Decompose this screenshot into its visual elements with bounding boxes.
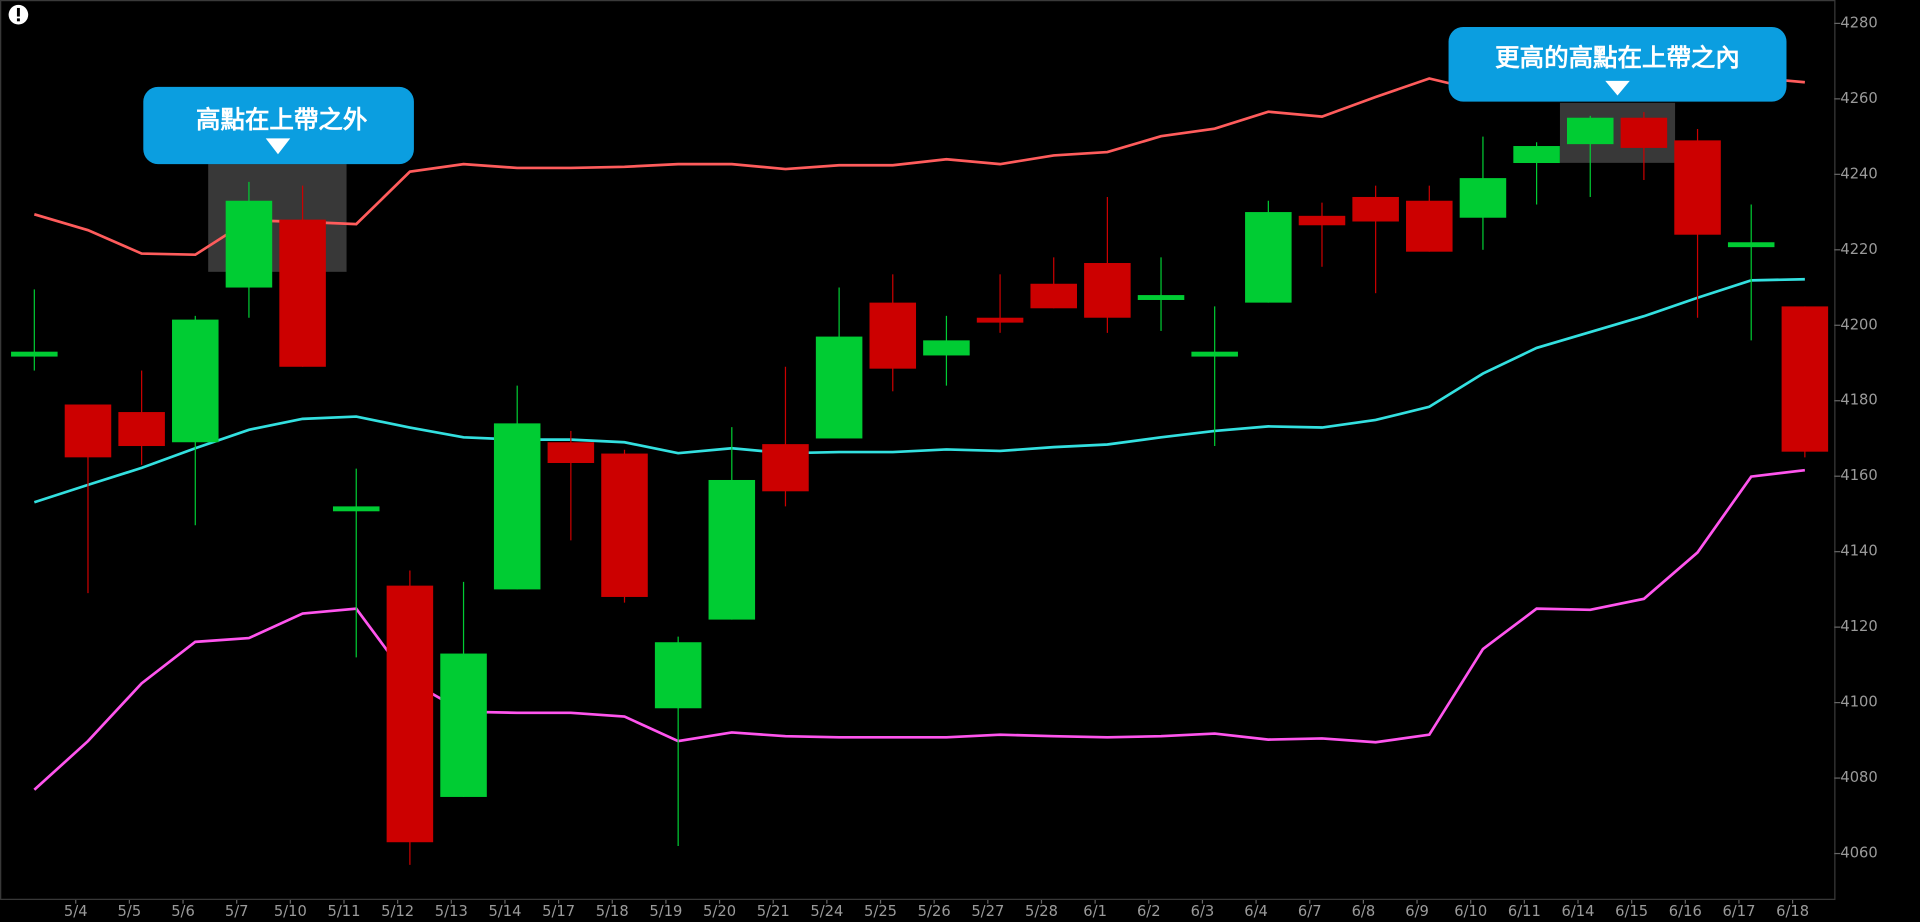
candle-body [332,506,380,512]
alert-icon [8,4,29,25]
callout: 高點在上帶之外 [143,86,414,165]
y-tick-label: 4060 [1840,845,1877,862]
x-tick-label: 5/24 [810,903,843,920]
candle-body [279,219,326,367]
candle-body [869,302,917,369]
x-tick-label: 6/14 [1562,903,1595,920]
candle-body [1674,140,1721,235]
x-tick-label: 5/18 [596,903,629,920]
y-tick-label: 4280 [1840,14,1877,31]
candle-body [923,340,970,356]
candle-body [601,453,648,597]
candle-body [976,317,1024,323]
candle-body [386,585,434,843]
x-tick-label: 5/27 [971,903,1004,920]
candle-body [762,444,809,492]
x-tick-label: 6/17 [1722,903,1755,920]
x-tick-label: 5/13 [435,903,468,920]
x-tick-label: 6/10 [1454,903,1487,920]
band-line [33,277,1805,504]
y-tick-label: 4180 [1840,392,1877,409]
x-tick-label: 5/21 [757,903,790,920]
y-tick-label: 4200 [1840,316,1877,333]
y-tick-label: 4140 [1840,543,1877,560]
x-tick-label: 5/19 [649,903,682,920]
candle-body [1298,215,1346,226]
y-tick-label: 4220 [1840,241,1877,258]
callout-text: 高點在上帶之外 [196,105,368,134]
plot-frame [0,0,1836,900]
candle-body [1620,117,1668,148]
x-tick-label: 5/14 [488,903,521,920]
callout-arrow [1605,80,1630,96]
callout: 更高的高點在上帶之內 [1448,26,1787,102]
candle-body [225,200,273,288]
x-tick-label: 5/17 [542,903,575,920]
x-tick-label: 6/8 [1352,903,1376,920]
x-tick-label: 5/4 [64,903,88,920]
x-tick-label: 6/11 [1508,903,1541,920]
candle-body [64,404,112,458]
candle-body [172,319,219,443]
candle-body [1137,295,1185,300]
x-tick-label: 5/6 [171,903,195,920]
candle-body [118,412,165,447]
candle-body [1084,263,1131,318]
x-tick-label: 6/3 [1191,903,1215,920]
candle-body [493,423,541,590]
candle-body [1030,283,1077,309]
y-tick-label: 4080 [1840,769,1877,786]
candle-body [654,642,702,709]
candle-body [708,479,756,620]
x-tick-label: 5/5 [118,903,142,920]
y-tick-label: 4260 [1840,90,1877,107]
x-tick-label: 5/12 [381,903,414,920]
candle-body [440,653,487,797]
candle-body [1352,196,1399,222]
candle-body [1459,178,1507,218]
y-tick-label: 4240 [1840,165,1877,182]
x-tick-label: 6/1 [1083,903,1107,920]
y-tick-label: 4100 [1840,694,1877,711]
callout-box [1448,26,1787,102]
x-tick-label: 6/7 [1298,903,1322,920]
candle-body [1566,117,1614,145]
candle-body [1406,200,1453,252]
x-tick-label: 6/18 [1776,903,1809,920]
x-tick-label: 6/16 [1669,903,1702,920]
candle-body [1727,242,1775,248]
candle-body [815,336,863,439]
callout-box [143,86,414,165]
x-tick-label: 5/11 [328,903,361,920]
x-tick-label: 6/4 [1244,903,1268,920]
x-tick-label: 6/15 [1615,903,1648,920]
candle-body [11,351,58,357]
candle-body [1513,146,1560,164]
callout-text: 更高的高點在上帶之內 [1495,43,1740,72]
band-line [33,468,1806,791]
x-tick-label: 5/28 [1025,903,1058,920]
candle-body [547,442,595,463]
x-tick-label: 5/26 [918,903,951,920]
x-tick-label: 6/9 [1405,903,1429,920]
x-tick-label: 5/10 [274,903,307,920]
x-tick-label: 5/20 [703,903,736,920]
x-tick-label: 5/7 [225,903,249,920]
y-tick-label: 4120 [1840,618,1877,635]
candle-body [1781,306,1829,452]
y-tick-label: 4160 [1840,467,1877,484]
x-tick-label: 5/25 [864,903,897,920]
callout-arrow [265,138,291,155]
candle-body [1191,351,1238,357]
candle-body [1245,212,1292,303]
x-tick-label: 6/2 [1137,903,1161,920]
